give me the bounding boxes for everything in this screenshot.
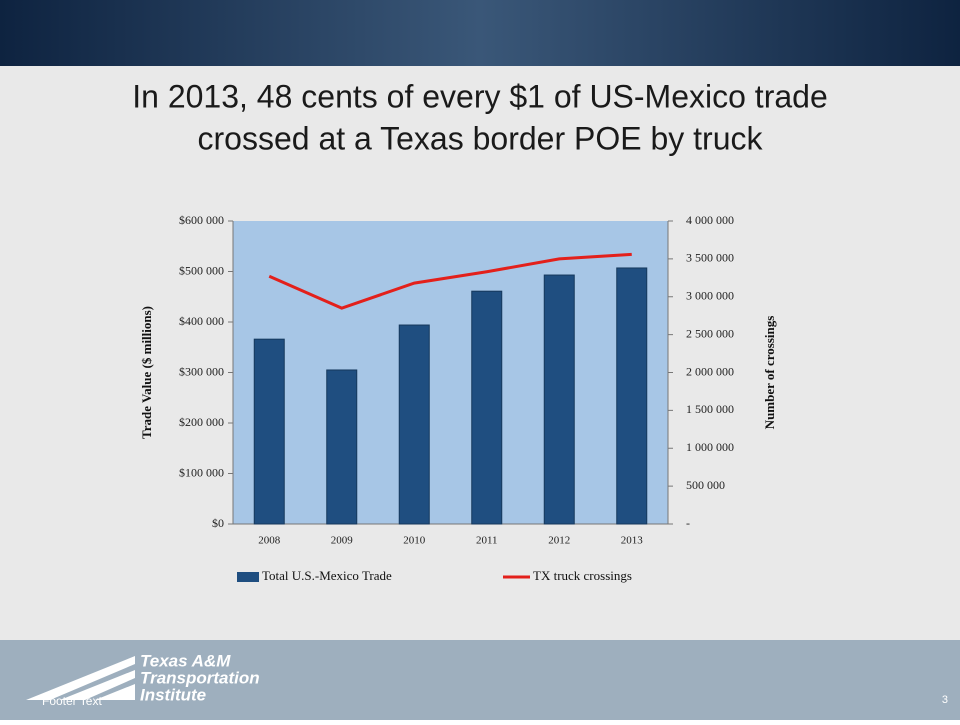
chart: $0 $100 000 $200 000 $300 000 $400 000 $500 0…	[139, 213, 777, 583]
y2-tick-label: 4 000 000	[686, 213, 734, 227]
logo-mark	[26, 656, 135, 700]
y-tick-label: $500 000	[179, 263, 224, 277]
bar	[543, 274, 575, 525]
page-number: 3	[942, 694, 948, 706]
y2-tick-label: 3 500 000	[686, 251, 734, 265]
footer-band	[0, 640, 960, 720]
bar	[253, 338, 285, 525]
logo-text: Texas A&M	[140, 651, 231, 670]
y2-tick-label: 1 500 000	[686, 402, 734, 416]
y-tick-label: $600 000	[179, 213, 224, 227]
x-tick-label: 2013	[621, 535, 644, 547]
x-tick-label: 2011	[476, 535, 498, 547]
x-tick-label: 2008	[258, 535, 281, 547]
header-band	[0, 0, 960, 66]
legend-label: TX truck crossings	[533, 568, 632, 583]
x-tick-label: 2009	[331, 535, 354, 547]
y2-tick-label: -	[686, 516, 690, 530]
slide-title: crossed at a Texas border POE by truck	[198, 120, 764, 156]
x-tick-label: 2010	[403, 535, 426, 547]
y2-tick-label: 3 000 000	[686, 289, 734, 303]
logo-text: Transportation	[140, 668, 260, 687]
y-tick-label: $300 000	[179, 364, 224, 378]
y2-axis-title: Number of crossings	[762, 316, 777, 430]
y-tick-label: $400 000	[179, 314, 224, 328]
logo-text: Institute	[140, 685, 206, 704]
bar	[398, 324, 430, 525]
footer-text: Footer Text	[42, 694, 102, 708]
slide-title: In 2013, 48 cents of every $1 of US-Mexi…	[132, 78, 827, 114]
legend-label: Total U.S.-Mexico Trade	[262, 568, 392, 583]
y2-tick-label: 2 500 000	[686, 326, 734, 340]
y-tick-label: $100 000	[179, 465, 224, 479]
y-axis-title: Trade Value ($ millions)	[139, 306, 154, 439]
y2-tick-label: 500 000	[686, 478, 725, 492]
bar	[471, 290, 503, 525]
line	[268, 252, 632, 310]
bar	[326, 369, 358, 525]
y-tick-label: $0	[212, 516, 224, 530]
bar	[616, 267, 648, 525]
x-tick-label: 2012	[548, 535, 570, 547]
legend-swatch	[237, 572, 259, 582]
y2-tick-label: 2 000 000	[686, 364, 734, 378]
y2-tick-label: 1 000 000	[686, 440, 734, 454]
y-tick-label: $200 000	[179, 415, 224, 429]
plot-area	[233, 221, 668, 524]
